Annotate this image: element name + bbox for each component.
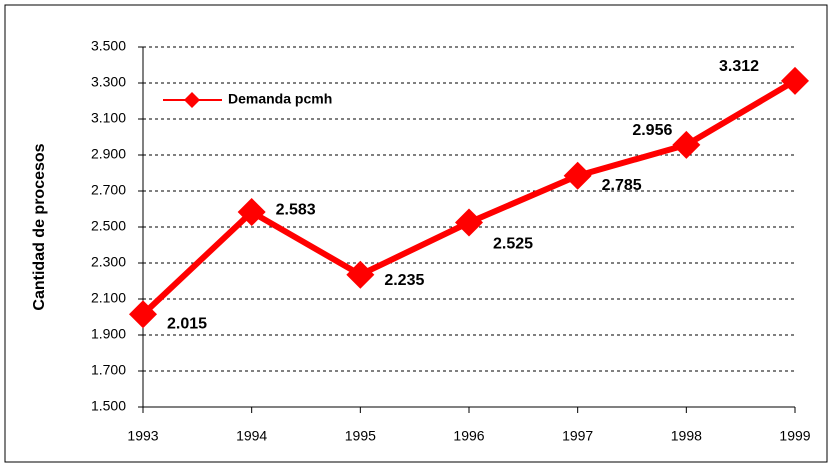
data-label: 2.583: [276, 201, 316, 218]
data-label: 2.956: [632, 122, 672, 139]
chart-frame: [4, 4, 828, 463]
data-label: 2.785: [602, 177, 642, 194]
marker: [672, 130, 701, 159]
y-tick-label: 2.700: [91, 182, 126, 198]
marker: [781, 66, 809, 95]
marker: [563, 161, 592, 190]
x-tick-label: 1999: [779, 428, 810, 444]
data-label: 2.235: [384, 272, 424, 289]
x-tick-label: 1995: [345, 428, 376, 444]
marker: [346, 260, 375, 289]
y-tick-label: 1.500: [91, 398, 126, 414]
y-tick-label: 1.700: [91, 362, 126, 378]
y-tick-label: 3.100: [91, 110, 126, 126]
x-tick-label: 1996: [453, 428, 484, 444]
y-tick-label: 2.900: [91, 146, 126, 162]
y-tick-label: 2.300: [91, 254, 126, 270]
y-axis-title: Cantidad de procesos: [31, 143, 48, 310]
y-tick-label: 3.300: [91, 74, 126, 90]
data-label: 2.525: [493, 236, 533, 253]
y-tick-label: 2.500: [91, 218, 126, 234]
x-tick-label: 1997: [562, 428, 593, 444]
x-tick-label: 1994: [236, 428, 267, 444]
marker: [237, 198, 266, 227]
legend-label: Demanda pcmh: [228, 91, 332, 107]
legend-marker: [184, 92, 200, 108]
data-label: 2.015: [167, 316, 207, 333]
y-tick-label: 1.900: [91, 326, 126, 342]
x-tick-label: 1998: [671, 428, 702, 444]
y-tick-label: 2.100: [91, 290, 126, 306]
marker: [129, 300, 157, 329]
data-label: 3.312: [719, 58, 759, 75]
y-tick-label: 3.500: [91, 38, 126, 54]
marker: [455, 208, 483, 237]
x-tick-label: 1993: [127, 428, 158, 444]
